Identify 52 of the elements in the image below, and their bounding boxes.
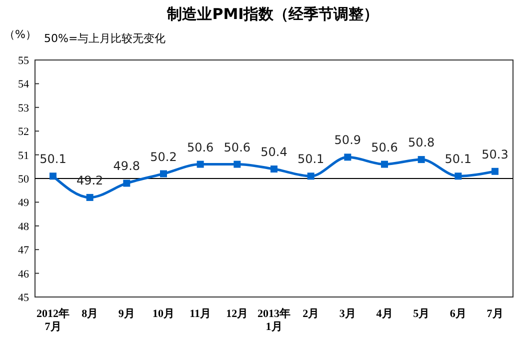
- data-label: 50.8: [408, 136, 435, 150]
- x-tick-label: 11月: [190, 308, 212, 320]
- chart-title: 制造业PMI指数（经季节调整）: [166, 5, 379, 23]
- x-tick-label: 12月: [226, 308, 248, 320]
- point: [123, 180, 130, 187]
- data-label: 50.6: [186, 140, 214, 154]
- point: [50, 172, 56, 180]
- data-label: 50.1: [297, 152, 324, 166]
- data-label: 50.1: [444, 152, 472, 166]
- x-tick-label: 2013年 1月: [258, 307, 290, 333]
- data-label: 50.2: [150, 150, 177, 164]
- point: [418, 156, 425, 164]
- point: [270, 166, 278, 173]
- data-label: 50.6: [371, 140, 398, 154]
- point: [86, 194, 94, 201]
- x-tick-label: 2012年 7月: [36, 307, 70, 333]
- x-tick-label: 6月: [450, 308, 466, 320]
- data-label: 50.6: [224, 140, 251, 154]
- data-label: 50.3: [482, 147, 508, 162]
- point: [307, 172, 314, 180]
- x-tick-label: 3月: [339, 308, 356, 320]
- data-label: 50.4: [260, 145, 288, 160]
- y-tick-label: 51: [18, 150, 29, 162]
- y-tick-label: 50: [18, 174, 30, 186]
- data-label: 50.9: [334, 133, 362, 148]
- y-tick-label: 52: [18, 126, 29, 138]
- y-tick-label: 53: [18, 102, 30, 114]
- y-axis-title: （%）: [4, 28, 36, 41]
- y-tick-label: 46: [18, 268, 30, 280]
- x-tick-label: 7月: [486, 308, 504, 320]
- point: [234, 160, 241, 168]
- point: [196, 160, 204, 168]
- x-tick-label: 10月: [152, 308, 174, 320]
- data-label: 50.1: [40, 152, 66, 166]
- y-tick-label: 48: [18, 220, 30, 233]
- x-tick-label: 9月: [118, 308, 135, 320]
- point: [344, 154, 352, 161]
- y-tick-label: 55: [18, 55, 30, 67]
- y-tick-label: 45: [18, 292, 30, 304]
- y-tick-label: 49: [18, 197, 30, 210]
- text: 50%=与上月比较无变化: [44, 32, 166, 45]
- x-tick-label: 4月: [376, 308, 393, 320]
- x-tick-label: 8月: [82, 308, 98, 320]
- point: [160, 170, 167, 178]
- point: [492, 168, 498, 175]
- y-tick-label: 54: [18, 78, 30, 91]
- data-label: 49.8: [113, 159, 140, 174]
- point: [454, 172, 462, 180]
- y-tick-label: 47: [18, 244, 30, 257]
- x-tick-label: 2月: [302, 308, 320, 320]
- x-tick-label: 5月: [413, 308, 430, 320]
- point: [381, 160, 388, 168]
